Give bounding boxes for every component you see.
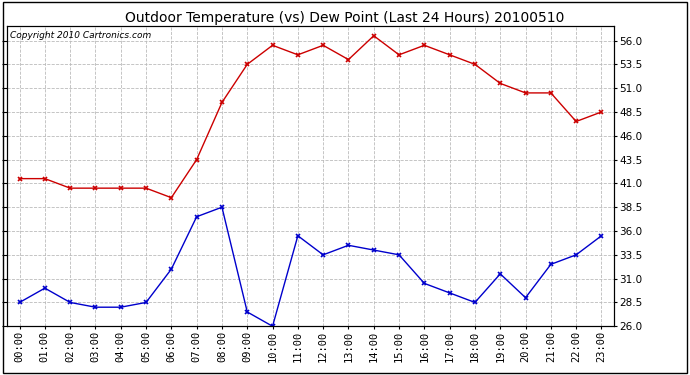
Text: Outdoor Temperature (vs) Dew Point (Last 24 Hours) 20100510: Outdoor Temperature (vs) Dew Point (Last… — [126, 11, 564, 25]
Text: Copyright 2010 Cartronics.com: Copyright 2010 Cartronics.com — [10, 31, 151, 40]
